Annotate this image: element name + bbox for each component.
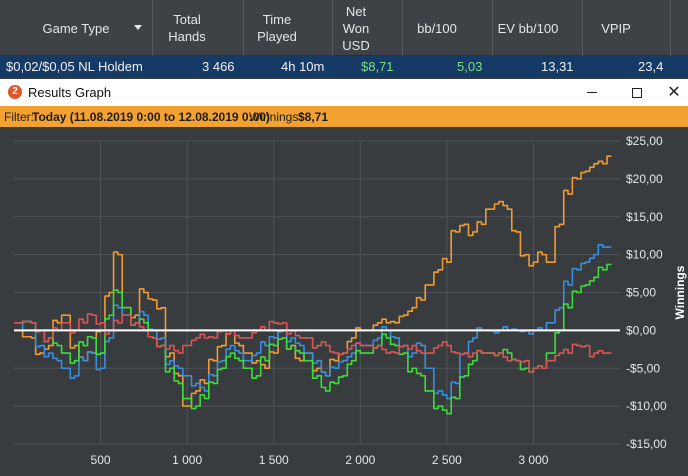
col-header-total-hands[interactable]: Total Hands [168, 12, 206, 44]
x-tick-label: 1 500 [259, 453, 289, 467]
window-titlebar[interactable]: 2 Results Graph ✕ [0, 79, 688, 106]
col-header-bb100[interactable]: bb/100 [417, 20, 457, 36]
app-logo-icon: 2 [8, 85, 22, 99]
cell-time-played: 4h 10m [281, 59, 325, 74]
col-header-time-played[interactable]: Time Played [257, 12, 297, 44]
column-divider[interactable] [670, 0, 671, 56]
cell-total-hands: 3 466 [202, 59, 235, 74]
close-button[interactable]: ✕ [660, 79, 688, 106]
sort-arrow-icon[interactable] [134, 25, 142, 30]
col-header-game-type[interactable]: Game Type [42, 20, 110, 36]
cell-vpip: 23,4 [638, 59, 664, 74]
column-divider[interactable] [582, 0, 583, 56]
x-tick-label: 3 000 [518, 453, 548, 467]
y-tick-label: -$5,00 [626, 361, 660, 375]
filter-label: Filter: [4, 110, 34, 124]
cell-game-type: $0,02/$0,05 NL Holdem [6, 59, 143, 74]
cell-bb100: 5,03 [457, 59, 483, 74]
y-axis-label: Winnings [673, 265, 687, 319]
col-header-vpip[interactable]: VPIP [601, 20, 631, 36]
stats-header: Game Type Total Hands Time Played Net Wo… [0, 0, 688, 56]
column-divider[interactable] [492, 0, 493, 56]
filter-bar[interactable]: Filter: Today (11.08.2019 0:00 to 12.08.… [0, 106, 688, 127]
stats-data-row[interactable]: $0,02/$0,05 NL Holdem 3 466 4h 10m $8,71… [0, 56, 688, 78]
y-tick-label: $15,00 [626, 210, 663, 224]
y-tick-label: $5,00 [626, 286, 656, 300]
series-line-red [14, 313, 612, 373]
maximize-button[interactable] [617, 79, 657, 106]
column-divider[interactable] [332, 0, 333, 56]
y-tick-label: $10,00 [626, 248, 663, 262]
maximize-icon [632, 87, 642, 98]
x-tick-label: 1 000 [172, 453, 202, 467]
column-divider[interactable] [243, 0, 244, 56]
filter-range: Today (11.08.2019 0:00 to 12.08.2019 0:0… [32, 110, 270, 124]
y-tick-label: $20,00 [626, 172, 663, 186]
col-header-net-won[interactable]: Net Won USD [342, 3, 370, 53]
window-title: Results Graph [28, 85, 112, 100]
winnings-label: Winnings: [249, 110, 302, 124]
y-tick-label: $0,00 [626, 323, 656, 337]
x-tick-label: 500 [91, 453, 111, 467]
x-tick-label: 2 500 [432, 453, 462, 467]
minimize-icon [587, 92, 597, 93]
x-tick-label: 2 000 [345, 453, 375, 467]
winnings-value: $8,71 [298, 110, 329, 124]
y-tick-label: -$10,00 [626, 399, 667, 413]
results-chart[interactable]: $25,00 $20,00 $15,00 $10,00 $5,00 $0,00 -$5,00… [0, 127, 688, 476]
cell-ev-bb100: 13,31 [541, 59, 574, 74]
minimize-button[interactable] [572, 79, 612, 106]
column-divider[interactable] [152, 0, 153, 56]
y-tick-label: -$15,00 [626, 437, 667, 451]
results-graph[interactable]: $25,00 $20,00 $15,00 $10,00 $5,00 $0,00 -$5,00… [0, 127, 688, 476]
close-icon: ✕ [667, 83, 681, 101]
col-header-ev-bb100[interactable]: EV bb/100 [497, 20, 559, 36]
series-line-orange [14, 155, 612, 407]
y-tick-label: $25,00 [626, 134, 663, 148]
column-divider[interactable] [402, 0, 403, 56]
cell-net-won: $8,71 [361, 59, 394, 74]
